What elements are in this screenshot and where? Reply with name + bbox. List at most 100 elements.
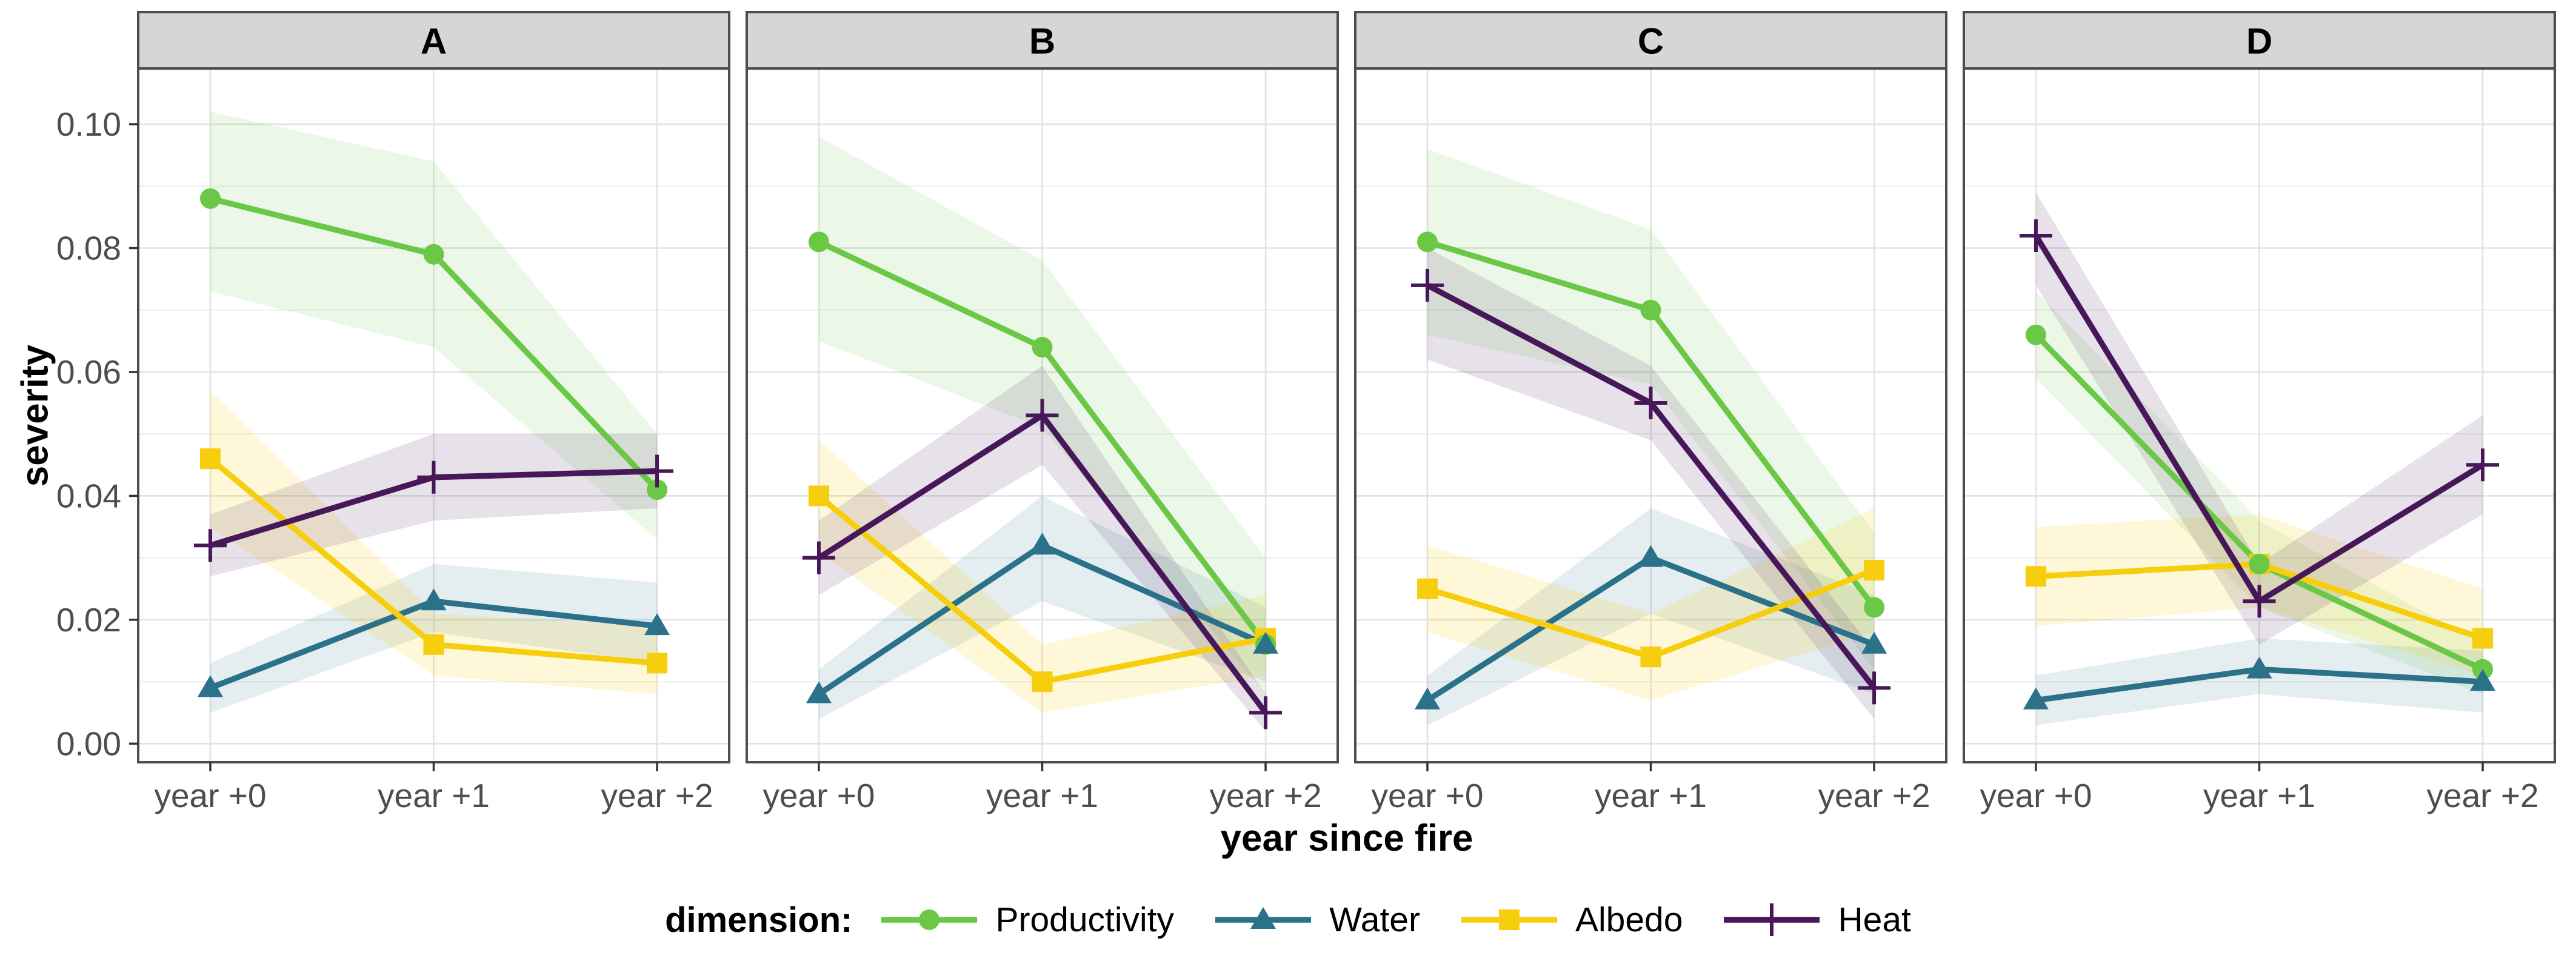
legend-label-water: Water (1329, 900, 1420, 939)
marker-heat (1026, 399, 1059, 432)
marker-productivity (1864, 597, 1885, 618)
x-tick-label: year +1 (2203, 777, 2315, 814)
marker-heat (641, 454, 674, 488)
marker-water (2470, 669, 2496, 691)
y-tick-label: 0.00 (56, 725, 121, 762)
x-tick-label: year +0 (1980, 777, 2092, 814)
facet-strip-label: D (2246, 21, 2272, 62)
marker-productivity (1032, 337, 1053, 358)
legend-label-productivity: Productivity (995, 900, 1175, 939)
x-axis-title: year since fire (1220, 817, 1473, 859)
marker-heat (193, 529, 227, 562)
marker-albedo (199, 448, 221, 470)
marker-productivity (199, 188, 221, 209)
y-tick-label: 0.06 (56, 353, 121, 391)
x-tick-label: year +2 (1210, 777, 1322, 814)
facet-strip-label: C (1638, 21, 1664, 62)
x-tick-label: year +0 (154, 777, 266, 814)
y-axis-title: severity (14, 344, 56, 487)
facet-strip (1963, 11, 2556, 70)
marker-water (806, 681, 832, 703)
marker-productivity (2025, 324, 2046, 345)
marker-water (1638, 545, 1664, 567)
legend-title: dimension: (665, 900, 853, 940)
legend-key-square-icon (1461, 909, 1557, 930)
marker-heat (802, 541, 835, 574)
ribbon-albedo (818, 440, 1266, 713)
marker-albedo (2472, 628, 2494, 649)
legend-key-triangle-icon (1215, 907, 1312, 929)
legend-item-albedo: Albedo (1458, 892, 1683, 948)
marker-water (197, 675, 223, 697)
marker-productivity (647, 479, 668, 500)
marker-albedo (1864, 560, 1885, 581)
facet-strip-label: B (1029, 21, 1055, 62)
legend-key-plus-icon (1724, 903, 1820, 936)
marker-water (1414, 687, 1440, 710)
ribbon-water (210, 563, 658, 713)
y-tick-label: 0.08 (56, 229, 121, 267)
marker-heat (1634, 387, 1667, 420)
x-tick-label: year +2 (1818, 777, 1930, 814)
facet-strip (1354, 11, 1947, 70)
ribbon-heat (818, 365, 1266, 731)
legend-item-water: Water (1212, 892, 1420, 948)
legend-key-marker (1755, 903, 1789, 936)
marker-albedo (647, 653, 668, 674)
legend-label-albedo: Albedo (1575, 900, 1683, 939)
marker-water (1253, 631, 1279, 654)
marker-productivity (423, 244, 444, 265)
ribbon-albedo (1427, 508, 1875, 700)
marker-albedo (423, 634, 444, 655)
legend-key-marker (1498, 909, 1520, 930)
marker-albedo (808, 485, 829, 507)
facet-strip (137, 11, 730, 70)
marker-water (1861, 631, 1887, 654)
marker-albedo (1640, 647, 1661, 668)
x-tick-label: year +2 (2427, 777, 2539, 814)
x-tick-label: year +2 (601, 777, 713, 814)
y-tick-label: 0.02 (56, 601, 121, 639)
marker-heat (1858, 671, 1891, 705)
ribbon-productivity (210, 111, 658, 539)
marker-heat (2466, 448, 2500, 482)
ribbon-productivity (1427, 148, 1875, 670)
marker-heat (1249, 696, 1283, 730)
ribbon-productivity (2035, 291, 2483, 694)
marker-heat (417, 460, 450, 494)
ribbon-water (818, 496, 1266, 719)
marker-heat (2019, 219, 2052, 253)
facet-strip-label: A (421, 21, 447, 62)
marker-water (421, 588, 447, 611)
y-tick-label: 0.10 (56, 105, 121, 143)
marker-water (644, 613, 670, 636)
ribbon-heat (1427, 248, 1875, 719)
marker-water (2023, 687, 2049, 710)
marker-albedo (1032, 671, 1053, 693)
legend-key-circle-icon (881, 909, 978, 930)
marker-productivity (808, 231, 829, 253)
ribbon-heat (210, 434, 658, 577)
ribbon-water (2035, 638, 2483, 725)
legend-items: Productivity Water Albedo Heat (878, 892, 1911, 948)
x-tick-label: year +1 (378, 777, 490, 814)
marker-albedo (1416, 578, 1438, 599)
legend-key-marker (1250, 907, 1276, 929)
legend-label-heat: Heat (1838, 900, 1911, 939)
facet-strip (746, 11, 1339, 70)
y-tick-label: 0.04 (56, 477, 121, 514)
x-tick-label: year +1 (1595, 777, 1707, 814)
marker-productivity (1640, 299, 1661, 321)
legend-item-heat: Heat (1720, 892, 1911, 948)
x-tick-label: year +0 (1371, 777, 1483, 814)
marker-heat (1410, 268, 1444, 302)
x-tick-label: year +0 (762, 777, 875, 814)
ribbon-water (1427, 508, 1875, 725)
marker-heat (2243, 585, 2276, 618)
